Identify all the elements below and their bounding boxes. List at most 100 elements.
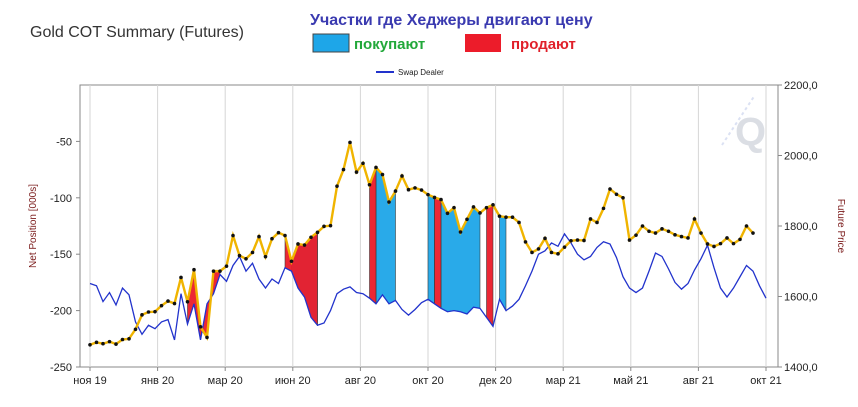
- price-point-42: [361, 161, 365, 166]
- price-point-31: [289, 259, 294, 264]
- price-point-98: [725, 236, 729, 240]
- price-point-65: [510, 215, 515, 219]
- x-tick-7: мар 21: [546, 375, 581, 387]
- price-point-66: [517, 220, 521, 225]
- y-right-tick-0: 2200,0: [784, 80, 818, 92]
- price-point-90: [673, 233, 677, 237]
- price-point-67: [523, 240, 528, 244]
- price-point-25: [250, 250, 255, 255]
- price-point-8: [140, 313, 144, 317]
- price-point-30: [283, 233, 287, 238]
- price-point-24: [244, 256, 248, 261]
- price-point-78: [595, 220, 599, 225]
- price-point-36: [322, 224, 326, 229]
- price-point-10: [153, 309, 157, 314]
- price-point-69: [536, 247, 541, 251]
- y-left-axis-title: Net Position [000s]: [28, 184, 39, 268]
- price-point-41: [354, 170, 359, 174]
- price-point-91: [679, 234, 684, 239]
- price-point-76: [582, 238, 586, 243]
- swap-dealer-line: [89, 232, 767, 341]
- price-point-16: [192, 267, 196, 272]
- price-point-20: [218, 269, 222, 273]
- y-right-tick-1: 2000,0: [784, 151, 818, 163]
- price-point-89: [666, 229, 671, 234]
- app-title: Gold COT Summary (Futures): [30, 24, 244, 41]
- legend-buy-label: покупают: [354, 36, 425, 53]
- price-point-83: [627, 238, 632, 242]
- buy-zone-3: [440, 199, 481, 315]
- price-point-7: [133, 327, 138, 332]
- headline: Участки где Хеджеры двигают цену: [310, 12, 593, 29]
- price-point-55: [445, 211, 450, 216]
- sell-zone-4: [284, 231, 318, 327]
- price-point-74: [569, 239, 573, 243]
- price-point-28: [270, 236, 274, 241]
- price-point-44: [374, 165, 378, 170]
- price-point-93: [692, 217, 697, 221]
- price-point-73: [562, 245, 567, 249]
- x-tick-10: окт 21: [750, 375, 781, 387]
- price-point-15: [185, 299, 190, 304]
- price-point-63: [497, 214, 502, 218]
- price-point-86: [647, 229, 651, 234]
- legend-sell-label: продают: [511, 36, 576, 53]
- buy-zone-2: [499, 215, 507, 312]
- price-point-19: [211, 269, 216, 273]
- price-point-56: [452, 205, 456, 210]
- price-point-48: [400, 174, 404, 178]
- price-point-1: [94, 340, 99, 345]
- price-point-68: [530, 250, 534, 255]
- price-point-99: [731, 241, 736, 246]
- y-right-tick-3: 1600,0: [784, 292, 818, 304]
- price-point-96: [712, 244, 716, 249]
- x-tick-4: авг 20: [345, 375, 376, 387]
- x-tick-5: окт 20: [412, 375, 443, 387]
- price-point-61: [484, 205, 489, 210]
- price-point-80: [608, 187, 612, 191]
- price-point-34: [309, 235, 313, 240]
- price-point-0: [88, 342, 92, 347]
- price-point-49: [406, 187, 411, 192]
- price-point-43: [367, 182, 372, 187]
- x-tick-6: дек 20: [479, 375, 512, 387]
- buy-zone-1: [427, 194, 435, 305]
- price-point-46: [387, 200, 391, 204]
- legend-buy-swatch: [312, 33, 350, 53]
- price-point-75: [575, 238, 580, 242]
- price-point-77: [588, 217, 593, 221]
- price-point-32: [296, 242, 300, 246]
- price-point-5: [120, 337, 125, 342]
- sell-zone-0: [369, 167, 377, 305]
- axis-ticks: -50 -100 -150 -200 -250 2200,0 2000,0 1800,0 160…: [50, 80, 818, 387]
- y-left-tick-0: -50: [56, 136, 72, 148]
- price-point-102: [751, 231, 755, 235]
- price-point-72: [556, 252, 560, 256]
- price-point-79: [601, 206, 606, 211]
- x-tick-0: ноя 19: [73, 375, 106, 387]
- price-point-92: [686, 236, 690, 240]
- x-tick-3: июн 20: [275, 375, 311, 387]
- price-markers: [88, 140, 755, 347]
- price-point-50: [413, 186, 417, 190]
- price-point-33: [302, 243, 307, 247]
- legend-sell-swatch: [465, 34, 501, 52]
- hedger-zones: [187, 166, 507, 340]
- svg-text:Q: Q: [735, 110, 766, 154]
- price-point-45: [380, 172, 385, 177]
- price-point-9: [146, 310, 151, 314]
- price-point-88: [660, 227, 664, 231]
- y-right-tick-4: 1400,0: [784, 362, 818, 374]
- price-point-84: [634, 233, 638, 237]
- price-point-13: [172, 301, 177, 306]
- sell-zone-2: [486, 204, 494, 328]
- price-point-12: [166, 299, 170, 303]
- y-left-tick-3: -200: [50, 306, 72, 318]
- price-point-82: [621, 196, 625, 200]
- price-point-51: [419, 188, 424, 192]
- price-point-18: [205, 335, 209, 340]
- price-point-23: [237, 253, 242, 258]
- price-point-6: [127, 337, 131, 341]
- price-point-54: [439, 197, 443, 202]
